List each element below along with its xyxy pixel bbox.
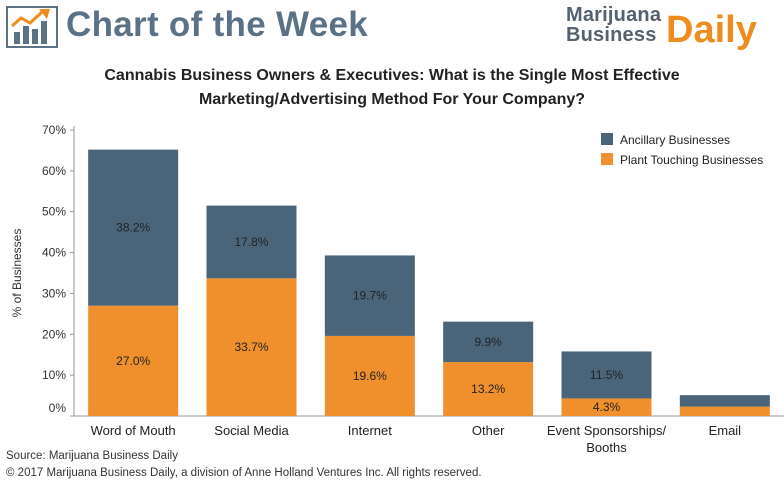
bar-plant-touching: [324, 335, 415, 416]
chart-title-line2: Marketing/Advertising Method For Your Co…: [198, 91, 586, 108]
x-tick-label: Email: [709, 423, 742, 438]
chart-title-line1: Cannabis Business Owners & Executives: W…: [104, 67, 680, 84]
bar-plant-touching: [206, 278, 297, 416]
y-tick-label: 70%: [42, 123, 66, 137]
y-tick-label: 10%: [42, 368, 66, 382]
bar-chart-trend-icon: [6, 6, 58, 48]
x-tick-label: Event Sponsorships/: [547, 423, 667, 438]
data-label: 33.7%: [234, 340, 268, 354]
bar-plant-touching: [443, 362, 534, 416]
y-tick-label: 20%: [42, 327, 66, 341]
x-tick-label: Social Media: [214, 423, 289, 438]
legend-swatch: [601, 133, 613, 145]
bar-ancillary: [443, 321, 534, 363]
bar-ancillary: [679, 395, 770, 407]
bar-ancillary: [324, 255, 415, 336]
y-tick-label: 30%: [42, 286, 66, 300]
x-tick-label: Booths: [586, 440, 627, 455]
data-label: 38.2%: [116, 221, 150, 235]
brand-line1: Marijuana: [566, 4, 662, 26]
x-tick-label: Internet: [348, 423, 392, 438]
y-tick-label: 0%: [49, 401, 67, 415]
legend-label: Ancillary Businesses: [620, 133, 730, 147]
data-label: 27.0%: [116, 354, 150, 368]
data-label: 19.7%: [353, 289, 387, 303]
bar-ancillary: [561, 351, 652, 399]
bar-ancillary: [206, 205, 297, 279]
data-label: 17.8%: [234, 235, 268, 249]
data-label: 19.6%: [353, 369, 387, 383]
data-label: 9.9%: [474, 335, 502, 349]
y-tick-label: 60%: [42, 164, 66, 178]
data-label: 4.3%: [593, 400, 621, 414]
source-note: Source: Marijuana Business Daily: [6, 450, 178, 462]
bar-ancillary: [88, 149, 179, 306]
y-tick-label: 40%: [42, 246, 66, 260]
bar-plant-touching: [679, 406, 770, 416]
data-label: 13.2%: [471, 382, 505, 396]
header: Chart of the Week Marijuana Business Dai…: [0, 0, 784, 56]
x-tick-label: Word of Mouth: [91, 423, 176, 438]
brand-daily: Daily: [666, 9, 757, 51]
bar-plant-touching: [88, 305, 179, 416]
legend-swatch: [601, 153, 613, 165]
brand-line2: Business: [566, 24, 657, 46]
y-tick-label: 50%: [42, 205, 66, 219]
copyright-note: © 2017 Marijuana Business Daily, a divis…: [6, 467, 482, 479]
chart-title: Cannabis Business Owners & Executives: W…: [30, 64, 754, 112]
y-axis-title: % of Businesses: [10, 229, 24, 318]
x-tick-label: Other: [472, 423, 505, 438]
page-title: Chart of the Week: [66, 5, 369, 44]
data-label: 11.5%: [590, 368, 623, 382]
bar-plant-touching: [561, 398, 652, 416]
brand-logo: Marijuana Business Daily: [566, 4, 780, 52]
footer: Source: Marijuana Business Daily © 2017 …: [6, 448, 482, 482]
legend-label: Plant Touching Businesses: [620, 153, 763, 167]
